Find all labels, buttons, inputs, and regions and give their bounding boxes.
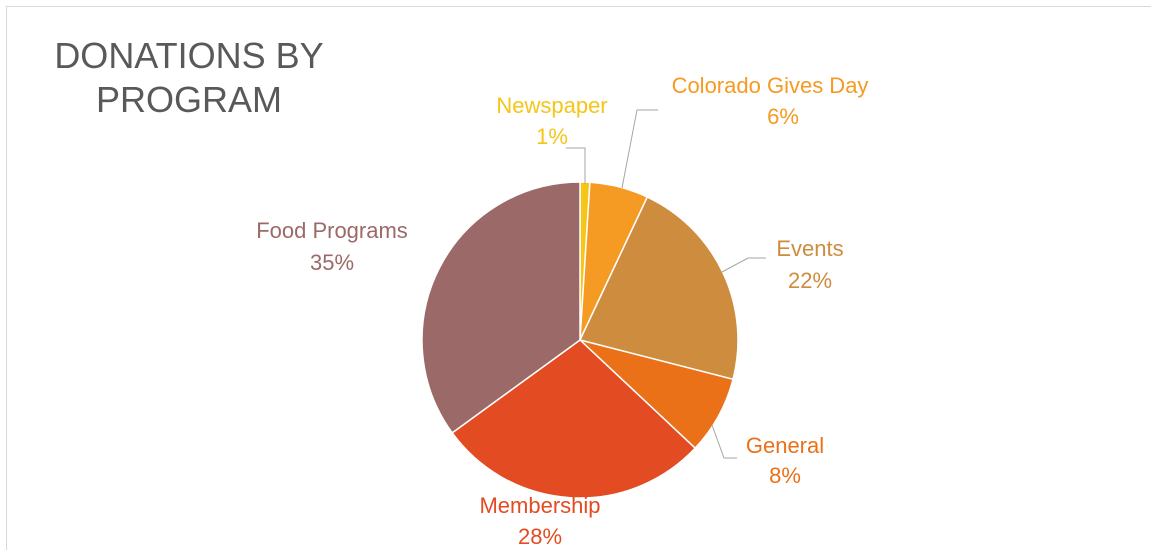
slice-value-label: 22% <box>788 268 832 293</box>
leader-line <box>711 424 737 459</box>
chart-frame <box>6 6 1151 550</box>
slice-label: General <box>746 433 824 458</box>
slice-value-label: 35% <box>310 250 354 275</box>
slice-value-label: 8% <box>769 463 801 488</box>
slice-value-label: 1% <box>536 124 568 149</box>
chart-title: DONATIONS BY PROGRAM <box>54 35 324 120</box>
leader-line <box>621 109 658 189</box>
leader-line <box>721 257 766 273</box>
slice-label: Newspaper <box>496 93 607 118</box>
slice-value-label: 6% <box>767 104 799 129</box>
slice-label: Membership <box>479 493 600 518</box>
leader-line <box>566 147 586 184</box>
pie-slice <box>578 196 739 381</box>
pie-slice <box>451 339 697 499</box>
pie-slice <box>421 181 581 434</box>
slice-label: Events <box>776 236 843 261</box>
slice-label: Food Programs <box>256 218 408 243</box>
slice-label: Colorado Gives Day <box>672 73 869 98</box>
slice-value-label: 28% <box>518 524 562 549</box>
